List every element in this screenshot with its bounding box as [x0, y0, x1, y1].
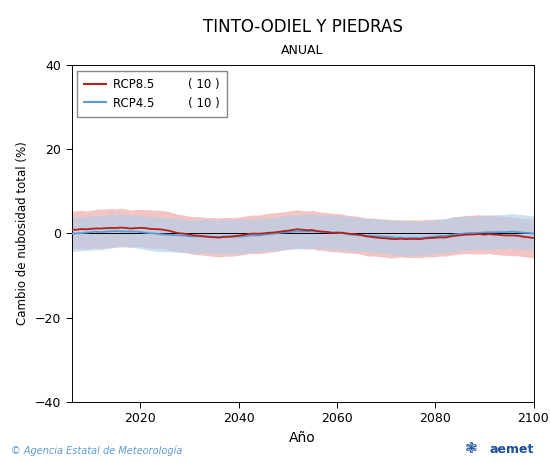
Legend: RCP8.5         ( 10 ), RCP4.5         ( 10 ): RCP8.5 ( 10 ), RCP4.5 ( 10 )	[78, 71, 227, 116]
Text: ANUAL: ANUAL	[281, 44, 324, 57]
X-axis label: Año: Año	[289, 431, 316, 445]
Text: aemet: aemet	[489, 444, 534, 456]
Y-axis label: Cambio de nubosidad total (%): Cambio de nubosidad total (%)	[16, 141, 29, 325]
Text: TINTO-ODIEL Y PIEDRAS: TINTO-ODIEL Y PIEDRAS	[202, 18, 403, 36]
Text: ❃: ❃	[465, 442, 477, 456]
Text: © Agencia Estatal de Meteorología: © Agencia Estatal de Meteorología	[11, 446, 183, 456]
